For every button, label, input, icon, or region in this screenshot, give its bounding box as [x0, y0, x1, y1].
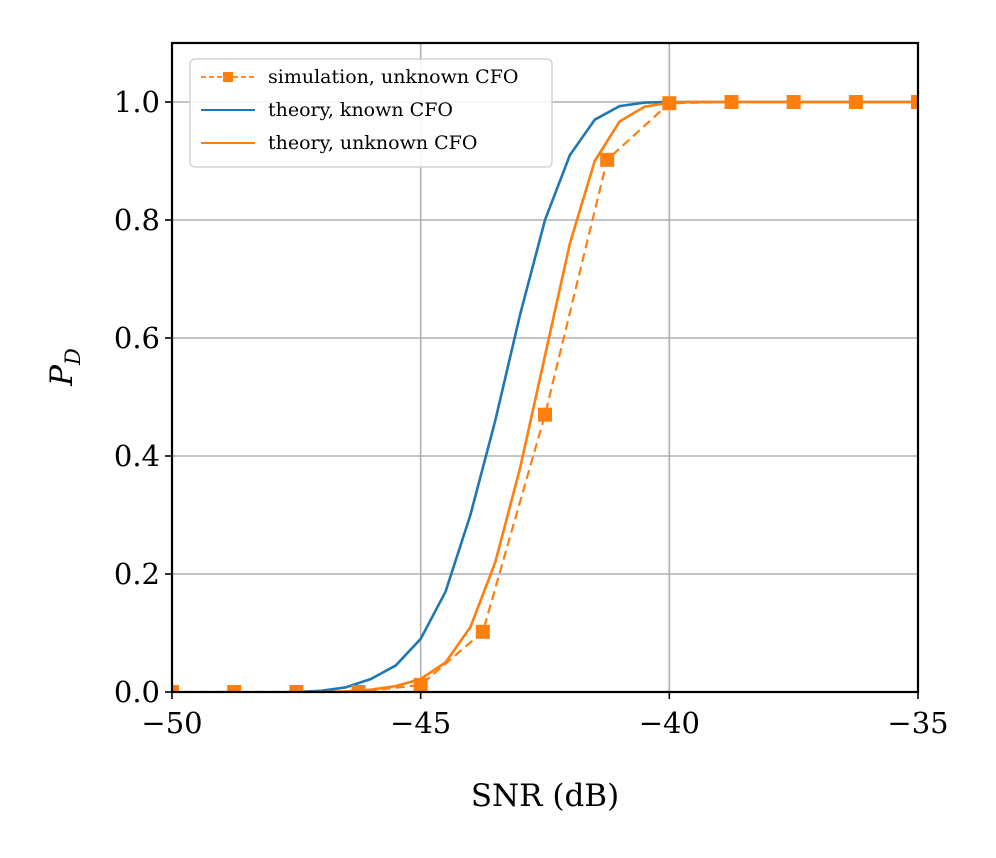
x-tick-label: −40 [639, 706, 700, 740]
x-tick-label: −50 [141, 706, 202, 740]
legend-label-0: simulation, unknown CFO [268, 66, 518, 88]
y-axis-label-main: P [44, 364, 80, 387]
series-line-2 [321, 100, 918, 692]
x-axis-label: SNR (dB) [471, 778, 619, 814]
data-point-marker [538, 407, 552, 422]
data-point-marker [662, 96, 677, 111]
series-line-1 [296, 100, 918, 692]
y-tick-label: 0.8 [114, 203, 160, 237]
data-point-marker [786, 95, 801, 109]
y-axis-label-subscript: D [61, 348, 85, 366]
legend-label-2: theory, unknown CFO [268, 132, 477, 154]
data-point-marker [724, 95, 739, 109]
legend-marker-0 [223, 72, 233, 82]
legend-label-1: theory, known CFO [268, 99, 453, 121]
legend-box [189, 58, 553, 168]
data-point-marker [351, 685, 366, 692]
y-axis-label: PD [44, 348, 85, 387]
series-2-group [321, 100, 918, 692]
data-point-marker [475, 624, 490, 639]
plot-series [172, 95, 918, 692]
data-point-marker [911, 95, 918, 109]
series-0-group [172, 95, 918, 692]
data-point-marker [227, 685, 242, 692]
data-point-marker [172, 685, 179, 692]
data-point-marker [289, 685, 304, 692]
series-1-group [296, 100, 918, 692]
y-tick-label: 0.4 [114, 439, 160, 473]
x-tick-label: −45 [390, 706, 451, 740]
data-point-marker [413, 677, 428, 692]
y-tick-label: 1.0 [114, 85, 160, 119]
y-tick-label: 0.6 [114, 321, 160, 355]
legend-entries: simulation, unknown CFO theory, known CFO… [201, 66, 518, 154]
y-tick-label: 0.0 [114, 675, 160, 709]
axis-ticks: −50 −45 −40 −35 0.0 0.2 0.4 0.6 0.8 1.0 [114, 85, 949, 740]
legend: simulation, unknown CFO theory, known CFO… [189, 58, 553, 168]
plot-frame [170, 41, 920, 694]
x-tick-label: −35 [887, 706, 948, 740]
data-point-marker [848, 95, 863, 109]
y-tick-label: 0.2 [114, 557, 160, 591]
data-point-marker [600, 152, 615, 167]
